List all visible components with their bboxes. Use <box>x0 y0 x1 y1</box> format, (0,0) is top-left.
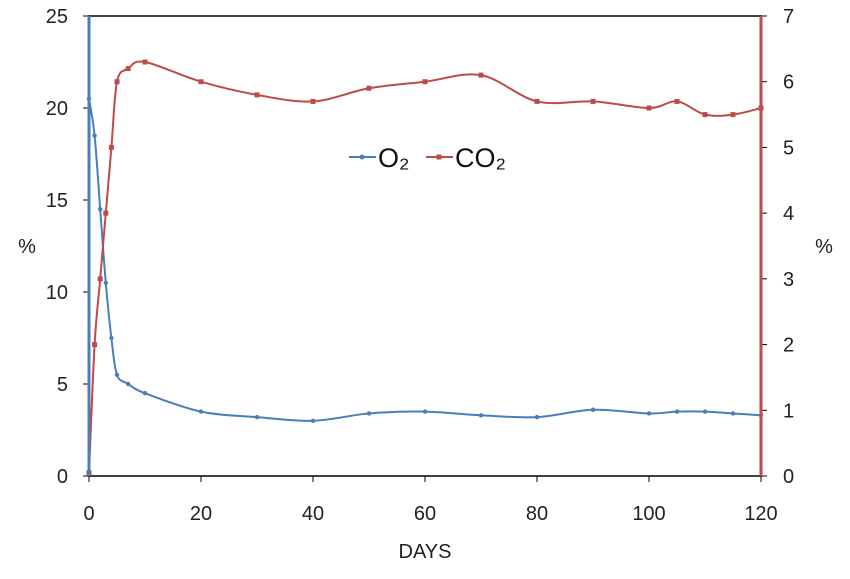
x-tick-label: 40 <box>302 503 324 525</box>
y-right-tick-label: 4 <box>783 203 794 225</box>
legend-o2-marker <box>359 154 365 160</box>
left-axis-title: % <box>18 236 36 258</box>
series-o2-point <box>126 381 131 387</box>
series-o2-point <box>142 391 148 396</box>
x-tick-label: 60 <box>414 503 436 525</box>
series-o2-line <box>88 98 762 422</box>
series-co2-point <box>366 85 372 91</box>
series-co2-point <box>125 66 131 72</box>
series-co2-point <box>674 98 680 104</box>
y-left-tick-label: 10 <box>46 282 68 304</box>
series-co2-point <box>254 92 260 98</box>
y-left-tick-label: 0 <box>57 466 68 488</box>
series-o2-point <box>98 207 103 212</box>
plot-area-frame <box>88 15 762 477</box>
series-o2-point <box>366 411 372 416</box>
series-co2-point <box>310 98 316 104</box>
x-tick-label: 20 <box>190 503 212 525</box>
right-axis-title: % <box>815 236 833 258</box>
x-tick-label: 0 <box>83 503 94 525</box>
series-o2-point <box>702 409 708 414</box>
y-right-tick-label: 5 <box>783 137 794 159</box>
y-left-tick-label: 25 <box>46 6 68 28</box>
series-co2-point <box>590 98 596 104</box>
x-tick-label: 80 <box>526 503 548 525</box>
legend-co2-label: CO₂ <box>455 143 506 173</box>
y-right-tick-label: 2 <box>783 335 794 357</box>
series-o2-point <box>198 409 204 414</box>
series-co2-point <box>198 79 204 85</box>
series-co2-point <box>92 342 98 348</box>
series-co2-point <box>478 72 484 78</box>
legend: O₂ CO₂ <box>349 143 506 173</box>
series-co2-point <box>97 276 103 282</box>
series-o2-point <box>92 133 97 138</box>
series-o2-point <box>534 414 540 420</box>
series-o2-point <box>478 413 484 418</box>
x-tick-label: 100 <box>632 503 665 525</box>
series-co2-point <box>646 105 652 111</box>
series-o2-point <box>646 411 652 416</box>
series-co2-point <box>108 144 114 150</box>
y-right-tick-label: 1 <box>783 400 794 422</box>
series-co2-point <box>702 112 708 118</box>
y-left-tick-label: 20 <box>46 98 68 120</box>
series-co2-point <box>730 112 736 118</box>
y-left-tick-label: 5 <box>57 374 68 396</box>
y-left-tick-label: 15 <box>46 190 68 212</box>
series-o2-point <box>103 280 109 285</box>
series-o2-point <box>590 407 596 412</box>
series-o2-point <box>422 409 428 414</box>
y-right-tick-label: 3 <box>783 269 794 291</box>
tick-labels: 0 20 40 60 80 100 120 0 5 10 15 20 25 0 1 2 3 4 5 6 7 <box>46 6 794 525</box>
series-layer <box>86 16 764 476</box>
y-right-tick-label: 0 <box>783 466 794 488</box>
series-o2-point <box>254 414 260 420</box>
y-right-tick-label: 7 <box>783 6 794 28</box>
x-tick-label: 120 <box>744 503 777 525</box>
series-co2-point <box>534 98 540 104</box>
series-co2-point <box>422 79 428 85</box>
series-o2-point <box>310 418 316 423</box>
series-co2-point <box>142 59 148 65</box>
series-o2-point <box>109 335 114 341</box>
series-co2-point <box>114 79 120 85</box>
series-co2-point <box>103 210 109 216</box>
y-right-tick-label: 6 <box>783 72 794 94</box>
x-axis-title: DAYS <box>399 541 452 563</box>
series-o2-point <box>114 372 120 377</box>
series-o2-point <box>674 409 680 414</box>
legend-o2-label: O₂ <box>378 143 409 173</box>
series-o2-point <box>730 411 736 416</box>
legend-co2-marker <box>436 154 442 160</box>
